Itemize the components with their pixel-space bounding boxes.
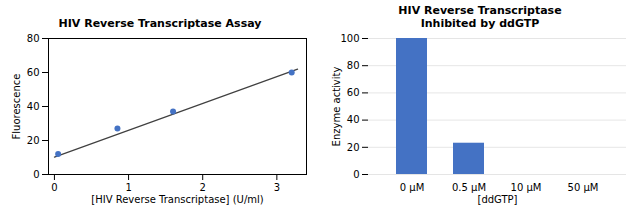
svg-text:80: 80 [347, 60, 360, 71]
svg-text:0 μM: 0 μM [400, 182, 425, 193]
svg-text:20: 20 [27, 135, 40, 146]
html-text:HIV Reverse Transcriptase Assa: HIV Reverse Transcriptase Assay [58, 17, 262, 30]
svg-text:20: 20 [347, 142, 360, 153]
svg-text:2: 2 [200, 182, 206, 193]
svg-text:0: 0 [51, 182, 57, 193]
svg-text:60: 60 [347, 87, 360, 98]
svg-text:[ddGTP]: [ddGTP] [477, 194, 517, 205]
svg-text:10 μM: 10 μM [511, 182, 542, 193]
svg-text:40: 40 [347, 114, 360, 125]
svg-text:3: 3 [274, 182, 280, 193]
svg-text:0: 0 [353, 169, 359, 180]
svg-text:100: 100 [340, 33, 359, 44]
svg-text:40: 40 [27, 101, 40, 112]
svg-text:[HIV Reverse Transcriptase] (U: [HIV Reverse Transcriptase] (U/ml) [91, 194, 264, 205]
html-text:HIV Reverse Transcriptase Inhi: HIV Reverse Transcriptase Inhibited by d… [398, 4, 562, 30]
svg-text:80: 80 [27, 33, 40, 44]
svg-text:0: 0 [33, 169, 39, 180]
svg-text:0.5 μM: 0.5 μM [452, 182, 486, 193]
svg-text:60: 60 [27, 67, 40, 78]
svg-text:1: 1 [125, 182, 131, 193]
svg-text:Enzyme activity: Enzyme activity [331, 67, 342, 147]
svg-text:Fluorescence: Fluorescence [11, 74, 22, 140]
svg-text:50 μM: 50 μM [568, 182, 599, 193]
